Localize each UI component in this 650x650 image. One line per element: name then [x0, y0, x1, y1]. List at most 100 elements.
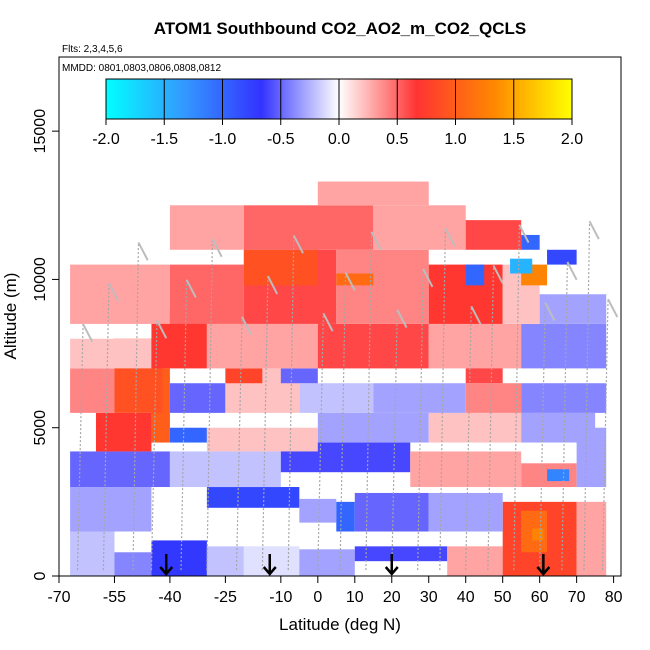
flight-track-segment — [137, 242, 149, 261]
flight-track-segment — [607, 298, 619, 318]
heatmap-cell — [225, 368, 263, 384]
heatmap-cell — [243, 249, 318, 286]
flight-track — [317, 313, 324, 571]
x-tick-label: 60 — [531, 589, 549, 606]
heatmap-cell — [169, 427, 207, 443]
flight-track — [180, 279, 188, 571]
x-tick-label: 10 — [346, 589, 364, 606]
y-axis-label: Altitude (m) — [1, 273, 20, 360]
flight-track-segment — [588, 220, 600, 240]
flight-track-segment — [156, 319, 168, 339]
flight-track-segment — [211, 238, 223, 258]
flight-track-segment — [370, 231, 382, 251]
heatmap-cell — [299, 498, 337, 523]
colorbar-tick-label: 0.0 — [328, 131, 350, 148]
dates-label: MMDD: 0801,0803,0806,0808,0812 — [62, 63, 221, 74]
flight-track-segment — [82, 323, 94, 343]
latitude-arrow — [159, 554, 174, 576]
heatmap-cell — [206, 427, 318, 452]
heatmap-cell — [336, 273, 374, 286]
flight-track — [561, 262, 568, 571]
flight-track — [365, 231, 373, 571]
flight-track — [206, 238, 214, 571]
heatmap-cell — [410, 451, 522, 488]
heatmap-cell — [428, 492, 503, 532]
x-tick-label: -25 — [214, 589, 237, 606]
heatmap-cell — [336, 501, 355, 532]
heatmap-cell — [70, 451, 170, 488]
heatmap-cell — [70, 368, 115, 413]
flight-track-segment — [544, 302, 556, 321]
heatmap-cell — [206, 487, 300, 508]
heatmap-cell — [354, 492, 429, 532]
x-tick-label: -70 — [47, 589, 70, 606]
heatmap-cell — [521, 383, 607, 413]
arrows — [159, 554, 551, 576]
heatmap-cell — [547, 249, 577, 265]
heatmap-cell — [70, 487, 152, 532]
latitude-arrow — [536, 554, 551, 576]
colorbar: -2.0 -1.5 -1.0 -0.5 0.0 0.5 1.0 1.5 2.0 — [92, 78, 583, 148]
x-axis: -70 -55 -40 -25 -10 0 10 20 30 40 50 60 70 80 — [47, 576, 623, 606]
heatmap-cell — [317, 323, 429, 369]
heatmap-cell — [465, 264, 485, 286]
flight-track-segment — [108, 282, 120, 302]
flight-track-segment — [396, 309, 408, 329]
chart-title: ATOM1 Southbound CO2_AO2_m_CO2_QCLS — [154, 19, 526, 38]
flight-track-segment — [241, 316, 253, 336]
heatmap-cell — [95, 412, 152, 452]
flight-track — [261, 276, 269, 571]
x-tick-label: -40 — [158, 589, 181, 606]
heatmap-cell — [465, 220, 522, 250]
heatmap-cell — [169, 264, 244, 324]
heatmap-cell — [373, 383, 466, 413]
flights-label: Flts: 2,3,4,5,6 — [62, 44, 123, 55]
heatmap-cell — [317, 181, 429, 206]
heatmap-cell — [539, 294, 607, 324]
heatmap-cell — [428, 323, 522, 369]
heatmap-cell — [465, 383, 522, 413]
heatmap-cell — [169, 451, 281, 488]
colorbar-tick-label: 2.0 — [561, 131, 583, 148]
heatmap-cell — [521, 234, 540, 250]
flight-track-segment — [185, 279, 197, 298]
flight-track — [487, 265, 495, 571]
heatmap-cell — [521, 323, 607, 369]
heatmap-cell — [280, 368, 318, 384]
colorbar-tick-label: 1.0 — [444, 131, 466, 148]
heatmap-cell — [336, 249, 429, 324]
heatmap-cell — [70, 338, 152, 369]
x-tick-label: 20 — [383, 589, 401, 606]
colorbar-tick-label: -0.5 — [267, 131, 295, 148]
flight-track — [539, 302, 546, 571]
flight-track-segment — [422, 268, 434, 288]
x-tick-label: 50 — [494, 589, 512, 606]
heatmap-cell — [447, 546, 503, 576]
heatmap-cell — [547, 469, 570, 482]
heatmap-cell — [169, 205, 244, 250]
heatmap-cell — [317, 412, 429, 443]
heatmap-cell — [70, 531, 115, 576]
heatmap-cell — [428, 264, 503, 324]
x-tick-label: -10 — [269, 589, 292, 606]
flight-tracks — [76, 220, 619, 571]
heatmap-cell — [299, 383, 374, 413]
latitude-arrow — [384, 554, 399, 576]
heatmap-cells — [70, 181, 607, 576]
flight-track-segment — [344, 272, 356, 291]
plot-frame — [58, 56, 622, 577]
heatmap-cell — [521, 412, 596, 443]
heatmap-cell — [532, 528, 544, 541]
y-axis: 0 5000 10000 15000 — [32, 109, 59, 580]
heatmap-cell — [206, 323, 318, 369]
y-tick-label: 10000 — [32, 257, 49, 302]
flight-track-segment — [492, 265, 504, 284]
flight-track-segment — [322, 312, 334, 332]
heatmap-cell — [299, 549, 355, 576]
flight-track — [439, 228, 446, 571]
flight-track — [391, 309, 398, 571]
flight-track-segment — [444, 227, 456, 247]
x-tick-label: 30 — [420, 589, 438, 606]
flight-track-segment — [566, 261, 578, 281]
x-tick-label: -55 — [103, 589, 126, 606]
